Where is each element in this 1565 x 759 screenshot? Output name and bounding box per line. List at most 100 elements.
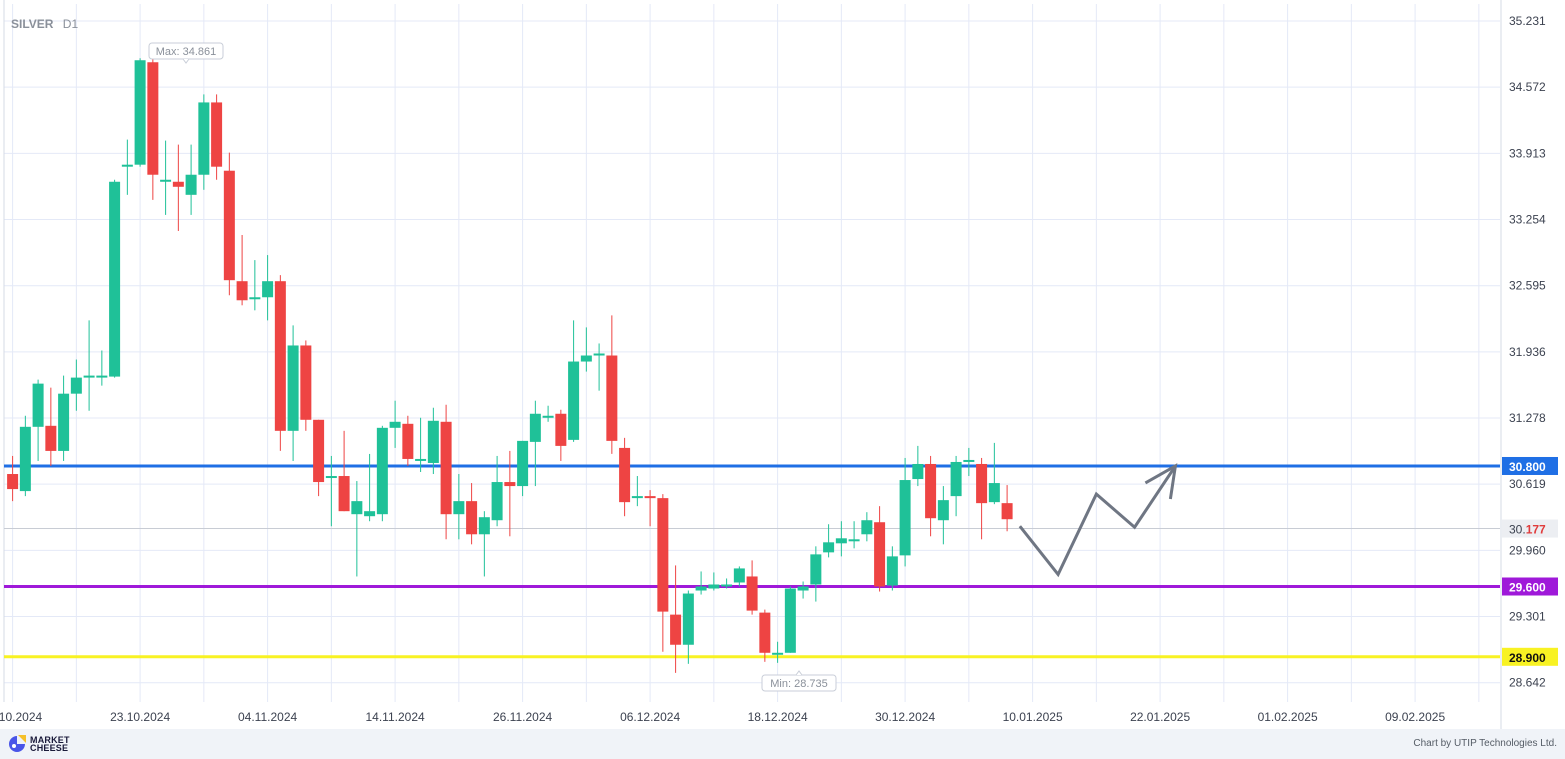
- candle-bearish: [338, 476, 350, 512]
- candle-bullish: [823, 542, 835, 553]
- min-price-label: Min: 28.735: [761, 670, 837, 692]
- candle-bearish: [45, 425, 57, 451]
- candle-bullish: [134, 60, 146, 165]
- candle-bullish: [529, 413, 541, 442]
- level-price-tag: [1502, 577, 1558, 596]
- candle-bullish: [287, 345, 299, 431]
- timeframe-label: D1: [63, 17, 79, 31]
- candle-bullish: [886, 556, 898, 586]
- candle-bearish: [402, 423, 414, 459]
- candle-bullish: [427, 420, 439, 463]
- candle-bullish: [963, 459, 975, 462]
- y-tick-label: 35.231: [1509, 14, 1546, 28]
- candle-bullish: [784, 588, 796, 653]
- candle-bearish: [657, 498, 669, 612]
- x-tick-label: 14.11.2024: [366, 710, 425, 724]
- candle-bearish: [7, 474, 19, 490]
- candle-bearish: [236, 281, 248, 301]
- y-tick-label: 31.936: [1509, 345, 1546, 359]
- y-tick-label: 33.913: [1509, 146, 1546, 160]
- candle-bullish: [262, 281, 274, 298]
- candle-bearish: [976, 463, 988, 504]
- x-tick-label: 30.12.2024: [875, 710, 935, 724]
- candle-bullish: [899, 480, 911, 556]
- candle-bullish: [580, 355, 592, 362]
- y-tick-label: 32.595: [1509, 279, 1546, 293]
- candle-bullish: [58, 393, 70, 451]
- candle-bearish: [670, 614, 682, 645]
- candle-bullish: [121, 164, 133, 167]
- candle-bearish: [211, 102, 223, 167]
- svg-text:Min: 28.735: Min: 28.735: [770, 678, 827, 690]
- candle-bearish: [147, 62, 159, 175]
- symbol-label: SILVER: [11, 17, 54, 31]
- candle-bullish: [937, 500, 949, 521]
- candle-bullish: [593, 353, 605, 356]
- candle-bearish: [874, 522, 886, 587]
- y-tick-label: 34.572: [1509, 80, 1546, 94]
- x-tick-label: 06.12.2024: [620, 710, 680, 724]
- x-tick-label: 26.11.2024: [493, 710, 552, 724]
- candle-bearish: [619, 447, 631, 503]
- candle-bullish: [568, 361, 580, 440]
- candle-bearish: [644, 496, 656, 499]
- candle-bullish: [861, 520, 873, 535]
- level-price-tag: [1502, 647, 1558, 666]
- x-tick-label: 10.01.2025: [1003, 710, 1063, 724]
- candle-bearish: [300, 345, 312, 420]
- candle-bullish: [160, 179, 172, 182]
- candle-bullish: [695, 586, 707, 591]
- candle-bearish: [1001, 503, 1013, 520]
- candle-bullish: [19, 426, 31, 492]
- candle-bullish: [389, 421, 401, 428]
- max-price-label: Max: 34.861: [148, 42, 224, 64]
- candle-bullish: [810, 554, 822, 585]
- candle-bearish: [504, 482, 516, 487]
- x-tick-label: 11.10.2024: [0, 710, 43, 724]
- candle-bullish: [950, 461, 962, 497]
- x-tick-label: 23.10.2024: [110, 710, 170, 724]
- candle-bullish: [912, 463, 924, 480]
- candle-bullish: [351, 501, 363, 515]
- candle-bullish: [198, 102, 210, 175]
- candle-bearish: [274, 281, 286, 431]
- x-tick-label: 01.02.2025: [1258, 710, 1318, 724]
- candle-bullish: [517, 440, 529, 487]
- candle-bullish: [721, 584, 733, 587]
- footer-bar: [0, 729, 1565, 759]
- x-tick-label: 09.02.2025: [1385, 710, 1445, 724]
- candle-bullish: [32, 383, 44, 427]
- level-price-tag: [1502, 456, 1558, 475]
- x-tick-label: 18.12.2024: [748, 710, 808, 724]
- candle-bullish: [491, 482, 503, 521]
- svg-text:Max: 34.861: Max: 34.861: [156, 46, 217, 58]
- candle-bearish: [223, 170, 235, 281]
- candle-bullish: [733, 568, 745, 583]
- candle-bullish: [70, 377, 82, 394]
- logo-icon: [9, 735, 26, 752]
- market-cheese-logo: MARKET CHEESE: [8, 735, 70, 753]
- y-tick-label: 31.278: [1509, 411, 1546, 425]
- candle-bullish: [364, 511, 376, 517]
- y-tick-label: 28.642: [1509, 676, 1546, 690]
- candle-bullish: [325, 476, 337, 479]
- candle-bearish: [466, 501, 478, 535]
- y-tick-label: 33.254: [1509, 213, 1546, 227]
- candle-bullish: [797, 586, 809, 591]
- candle-bullish: [848, 539, 860, 542]
- y-tick-label: 29.301: [1509, 610, 1546, 624]
- candle-bullish: [415, 458, 427, 461]
- level-price-label: 28.900: [1509, 651, 1546, 665]
- candle-bullish: [376, 427, 388, 515]
- forecast-arrowhead: [1144, 463, 1178, 500]
- candle-bearish: [440, 421, 452, 515]
- candle-bearish: [172, 181, 184, 187]
- chart-background: [0, 0, 1565, 729]
- y-tick-label: 30.619: [1509, 477, 1546, 491]
- logo-text-line2: CHEESE: [30, 743, 69, 753]
- chart-credit: Chart by UTIP Technologies Ltd.: [1413, 738, 1557, 749]
- candle-bearish: [925, 463, 937, 519]
- level-price-label: 30.800: [1509, 460, 1546, 474]
- chart-title: SILVER D1: [11, 17, 78, 31]
